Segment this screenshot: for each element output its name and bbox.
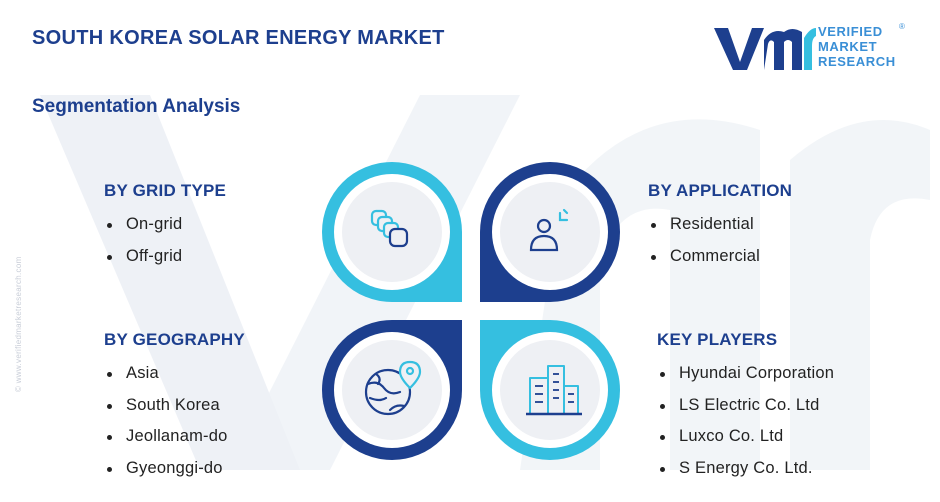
globe-location-icon: [364, 360, 422, 416]
petal-bottom-right: [480, 320, 620, 460]
segment-heading: BY GEOGRAPHY: [104, 330, 245, 349]
list-item: Asia: [104, 358, 245, 390]
user-with-network-icon: [529, 208, 569, 252]
petal-bottom-left: [322, 320, 462, 460]
list-item: Off-grid: [104, 241, 226, 273]
vmr-logo-icon: [714, 28, 816, 70]
segment-application: BY APPLICATION Residential Commercial: [648, 181, 792, 272]
registered-mark: ®: [899, 22, 905, 31]
page-subtitle: Segmentation Analysis: [32, 96, 241, 117]
list-item: Residential: [648, 209, 792, 241]
list-item: S Energy Co. Ltd.: [657, 453, 834, 485]
segment-heading: KEY PLAYERS: [657, 330, 778, 349]
list-item: South Korea: [104, 390, 245, 422]
list-item: Hyundai Corporation: [657, 358, 834, 390]
list-item: Luxco Co. Ltd: [657, 421, 834, 453]
list-item: Jeollanam-do: [104, 421, 245, 453]
segment-key-players: KEY PLAYERS Hyundai Corporation LS Elect…: [657, 330, 834, 484]
list-item: Commercial: [648, 241, 792, 273]
logo-line-3: RESEARCH: [818, 54, 896, 69]
segment-heading: BY GRID TYPE: [104, 181, 227, 200]
segment-geography: BY GEOGRAPHY Asia South Korea Jeollanam-…: [104, 330, 245, 484]
page-title: SOUTH KOREA SOLAR ENERGY MARKET: [32, 27, 445, 49]
buildings-icon: [526, 365, 582, 416]
petal-top-right: [480, 162, 620, 302]
logo-line-2: MARKET: [818, 39, 878, 54]
list-item: On-grid: [104, 209, 226, 241]
list-item: LS Electric Co. Ltd: [657, 390, 834, 422]
logo-wordmark: VERIFIED MARKET RESEARCH: [818, 24, 896, 69]
list-item: Gyeonggi-do: [104, 453, 245, 485]
stacked-layers-icon: [370, 209, 409, 248]
segment-heading: BY APPLICATION: [648, 181, 793, 200]
logo-line-1: VERIFIED: [818, 24, 883, 39]
segment-grid-type: BY GRID TYPE On-grid Off-grid: [104, 181, 226, 272]
